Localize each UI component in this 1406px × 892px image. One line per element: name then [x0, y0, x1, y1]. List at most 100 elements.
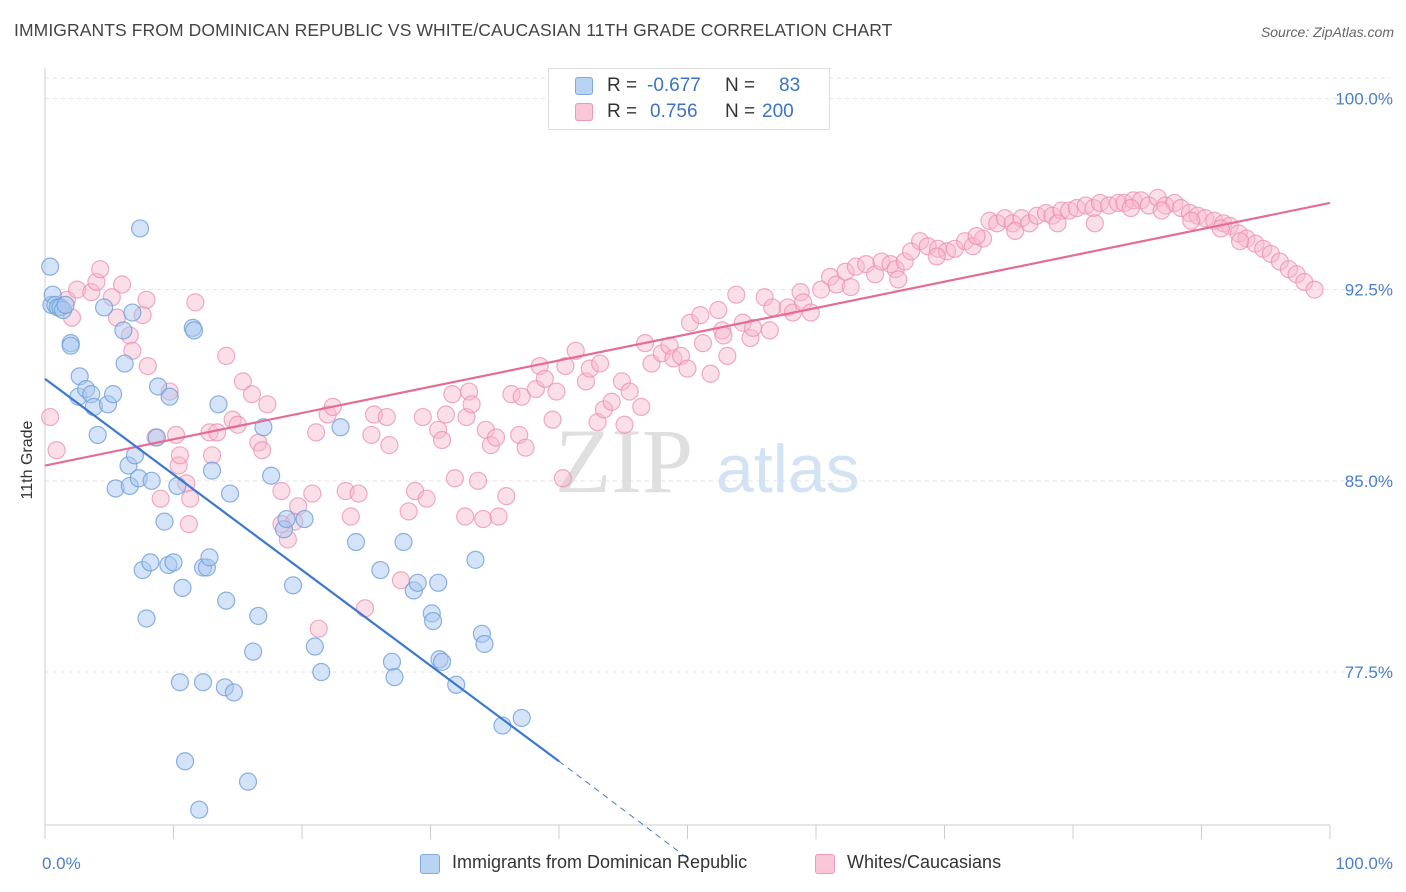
pink-point — [181, 489, 200, 508]
pink-point — [151, 489, 170, 508]
pink-point — [556, 356, 575, 376]
pink-point — [881, 255, 900, 274]
blue-swatch — [420, 854, 440, 874]
pink-point — [429, 420, 448, 439]
pink-swatch — [815, 854, 835, 874]
pink-point — [341, 507, 360, 526]
blue-point — [238, 772, 258, 791]
blue-point — [148, 377, 168, 396]
legend-label: Immigrants from Dominican Republic — [452, 852, 748, 872]
blue-point — [193, 673, 213, 692]
blue-point — [277, 509, 296, 529]
blue-point — [184, 321, 204, 340]
pink-point — [202, 446, 222, 465]
blue-point — [160, 387, 179, 406]
blue-point — [346, 532, 366, 552]
pink-point — [1287, 265, 1306, 284]
blue-point — [382, 652, 402, 671]
blue-point — [104, 385, 123, 404]
blue-point — [254, 418, 273, 437]
pink-point — [258, 395, 277, 414]
blue-point — [408, 573, 427, 592]
pink-point — [486, 428, 506, 447]
pink-point — [693, 334, 713, 353]
y-tick-label: 85.0% — [1345, 472, 1393, 491]
y-tick-label: 92.5% — [1345, 281, 1393, 300]
pink-point — [801, 303, 820, 322]
pink-point — [497, 487, 516, 506]
x-tick-label: 100.0% — [1335, 854, 1393, 873]
pink-point — [620, 382, 639, 401]
source-label: Source: ZipAtlas.com — [1260, 24, 1394, 40]
blue-point — [220, 484, 240, 503]
n-value: 200 — [762, 101, 794, 122]
pink-point — [967, 226, 986, 246]
pink-point — [963, 237, 982, 256]
n-label: N = — [725, 75, 756, 96]
pink-point — [691, 306, 710, 325]
blue-point — [305, 637, 324, 656]
pink-point — [217, 346, 236, 365]
trend-lines — [44, 201, 1331, 859]
pink-point — [443, 385, 462, 404]
blue-series-points — [41, 219, 531, 819]
blue-point — [475, 634, 494, 654]
pink-point — [399, 502, 418, 521]
pink-point — [41, 407, 60, 427]
y-tick-label: 100.0% — [1335, 89, 1393, 108]
pink-point — [112, 275, 132, 294]
blue-trend-line — [44, 377, 560, 763]
pink-point — [680, 313, 700, 332]
blue-point — [170, 673, 190, 692]
pink-trend-line — [44, 201, 1331, 467]
pink-point — [701, 364, 720, 383]
pink-point — [927, 247, 946, 266]
pink-point — [68, 280, 87, 299]
r-value: 0.756 — [650, 101, 698, 122]
blue-point — [190, 800, 209, 819]
blue-point — [202, 461, 222, 480]
pink-point — [170, 446, 190, 465]
pink-point — [179, 515, 199, 534]
pink-point — [355, 599, 375, 618]
blue-point — [262, 466, 281, 485]
pink-point — [456, 507, 475, 526]
blue-point — [432, 652, 452, 671]
pink-point — [516, 438, 535, 457]
blue-swatch — [575, 77, 593, 95]
pink-point — [377, 407, 396, 427]
pink-point — [591, 354, 610, 373]
pink-point — [841, 277, 860, 297]
pink-point — [602, 392, 621, 411]
pink-point — [309, 619, 328, 638]
pink-point — [138, 356, 157, 376]
blue-point — [224, 683, 243, 702]
watermark-atlas: atlas — [716, 431, 860, 507]
chart-title: IMMIGRANTS FROM DOMINICAN REPUBLIC VS WH… — [14, 20, 893, 40]
blue-point — [88, 425, 107, 445]
blue-point — [130, 219, 150, 238]
pink-point — [714, 326, 733, 345]
pink-point — [526, 379, 545, 399]
blue-point — [371, 560, 390, 580]
pink-point — [1020, 214, 1039, 233]
pink-point — [253, 441, 272, 460]
pink-point — [1295, 272, 1314, 292]
n-value: 83 — [779, 75, 801, 96]
pink-point — [652, 344, 671, 363]
blue-point — [164, 553, 183, 572]
blue-point — [173, 578, 192, 597]
pink-point — [303, 484, 322, 503]
blue-point — [249, 606, 268, 626]
blue-point — [512, 708, 531, 728]
pink-point — [512, 387, 531, 406]
pink-point — [763, 298, 782, 317]
pink-point — [1152, 201, 1171, 220]
blue-trend-extension — [558, 760, 688, 859]
pink-point — [1171, 198, 1191, 218]
blue-point — [200, 548, 219, 567]
blue-point — [142, 471, 161, 490]
tick-labels: 100.0% 92.5% 85.0% 77.5% 0.0% 100.0% — [42, 89, 1393, 873]
pink-point — [945, 239, 964, 258]
